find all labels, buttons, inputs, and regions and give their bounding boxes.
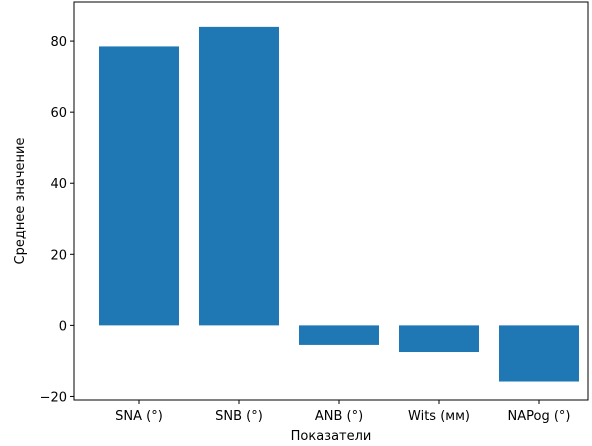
- y-axis-label: Среднее значение: [13, 138, 28, 265]
- y-tick-label: −20: [40, 390, 67, 405]
- y-tick-label: 20: [50, 248, 67, 263]
- x-tick-label: Wits (мм): [408, 409, 470, 424]
- x-tick-label: SNA (°): [115, 409, 163, 424]
- bar-snb: [199, 26, 279, 326]
- x-tick-label: ANB (°): [315, 409, 363, 424]
- bar-sna: [99, 46, 179, 326]
- x-axis-ticks: SNA (°) SNB (°) ANB (°) Wits (мм) NAPog (°): [115, 400, 570, 424]
- x-tick-label: SNB (°): [215, 409, 263, 424]
- bar-napog: [499, 325, 579, 382]
- y-tick-label: 40: [50, 177, 67, 192]
- y-tick-label: 60: [50, 106, 67, 121]
- bar-wits-мм: [399, 325, 479, 353]
- y-tick-label: 0: [59, 319, 67, 334]
- y-tick-label: 80: [50, 35, 67, 50]
- x-axis-label: Показатели: [291, 429, 372, 444]
- bars-group: [99, 26, 579, 382]
- bar-anb: [299, 325, 379, 345]
- plot-frame: [73, 1, 589, 401]
- y-axis-ticks: −20 0 20 40 60 80: [40, 35, 74, 405]
- x-tick-label: NAPog (°): [508, 409, 571, 424]
